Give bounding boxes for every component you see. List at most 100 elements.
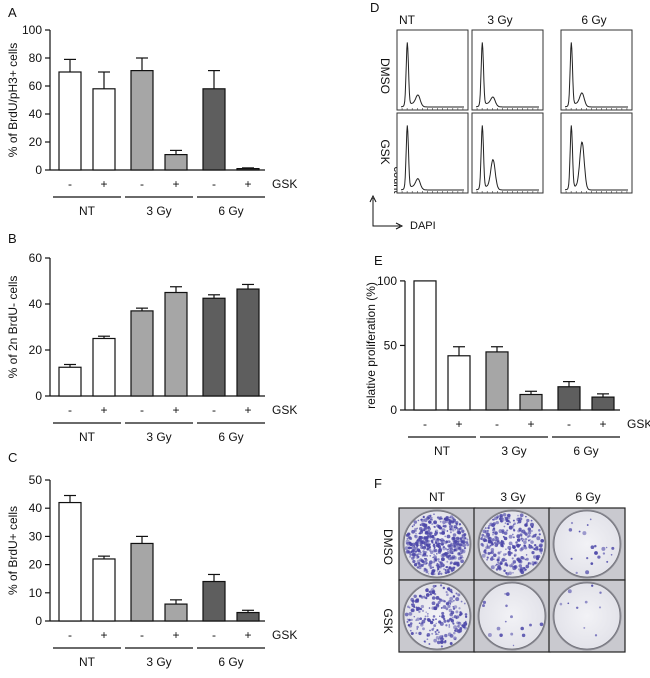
colony-dot [437,633,439,636]
colony-dot [465,541,469,544]
colony-dot [416,543,419,547]
colony-dot [420,518,425,523]
colony-dot [461,533,465,537]
chart-a-y-tick-label: 0 [35,163,42,177]
colony-dot [422,545,427,550]
colony-dot [452,605,455,608]
colony-dot [441,553,446,557]
colony-dot [501,540,505,544]
colony-dot [445,607,449,611]
colony-dot [529,562,532,565]
colony-dot [490,565,495,570]
dish-well [553,510,621,578]
colony-dot [448,599,452,604]
colony-dot [452,595,456,598]
chart-c-category-label: - [212,628,216,642]
chart-a-y-tick-label: 20 [29,135,43,149]
colony-dot [431,523,434,526]
colony-dot [445,591,448,594]
colony-dot [487,526,490,530]
chart-b-category-label: + [244,403,251,417]
colony-dot [520,570,525,575]
colony-dot [427,535,430,537]
colony-dot [445,547,448,550]
colony-dot [442,599,445,603]
colony-dot [511,557,514,560]
chart-panel-b: 0 20 40 60 % of 2n BrdU- cells - + - + - + GSK NT 3 G… [6,251,297,444]
colony-dot [512,571,514,574]
chart-b-bar [164,291,188,397]
colony-dot [420,559,424,563]
colony-dot [414,534,418,539]
colony-dot [497,551,501,555]
colony-dot [513,554,516,557]
colony-dot [419,544,421,546]
chart-b-category-label: - [140,403,144,417]
colony-dot [504,563,507,567]
chart-e-group-label: NT [434,444,451,458]
colony-dot [434,569,436,571]
colony-dot [461,536,464,539]
chart-a-category-label: + [100,177,107,191]
colony-dot [586,524,589,526]
colony-dot [425,593,430,597]
colony-dot [418,622,421,625]
d-col-label-nt: NT [399,13,416,27]
colony-dot [455,597,460,602]
histogram-frame [560,112,633,194]
colony-dot [449,612,453,617]
colony-dot [439,615,441,618]
colony-dot [504,522,507,524]
histogram-curve [401,125,464,191]
colony-dot [584,600,588,604]
colony-dot [443,568,446,571]
colony-dot [413,520,418,524]
histogram-frame [471,29,544,111]
colony-dot [452,542,457,546]
colony-dot [437,563,440,566]
colony-dot [505,559,508,562]
colony-dot [495,563,498,566]
chart-c-bar [92,558,116,622]
colony-dot [437,550,442,554]
colony-dot [492,522,496,526]
colony-dot [438,638,440,640]
colony-dot [450,527,454,531]
colony-dot [453,524,458,529]
colony-dot [505,571,508,575]
colony-dot [433,638,438,643]
colony-dot [451,556,454,560]
colony-dot [482,604,485,608]
colony-dot [497,565,501,570]
colony-dot [428,563,432,567]
colony-dot [497,561,499,564]
colony-dot [435,622,437,625]
colony-dot [435,633,438,636]
colony-dot [530,522,534,527]
colony-dot [457,625,460,628]
colony-dot [440,557,445,562]
colony-dot [483,550,487,554]
colony-dot [507,551,511,556]
colony-dot [491,555,494,559]
colony-dot [420,595,424,599]
colony-dot [446,619,450,623]
chart-c-y-tick-label: 50 [29,473,43,487]
colony-dot [453,521,456,524]
chart-a-y-tick-label: 100 [22,23,42,37]
colony-dot [503,525,506,528]
colony-dot [425,597,428,600]
colony-dot [440,539,443,542]
colony-dot [452,607,456,610]
colony-dot [422,527,426,532]
colony-dot [500,550,502,553]
colony-dot [447,548,450,551]
colony-dot [447,568,449,570]
colony-dot [422,553,427,557]
colony-dot [433,543,435,546]
colony-dot [423,617,427,621]
colony-dot [439,520,442,523]
colony-dot [459,626,463,630]
colony-dot [531,561,535,564]
colony-dot [502,553,506,557]
